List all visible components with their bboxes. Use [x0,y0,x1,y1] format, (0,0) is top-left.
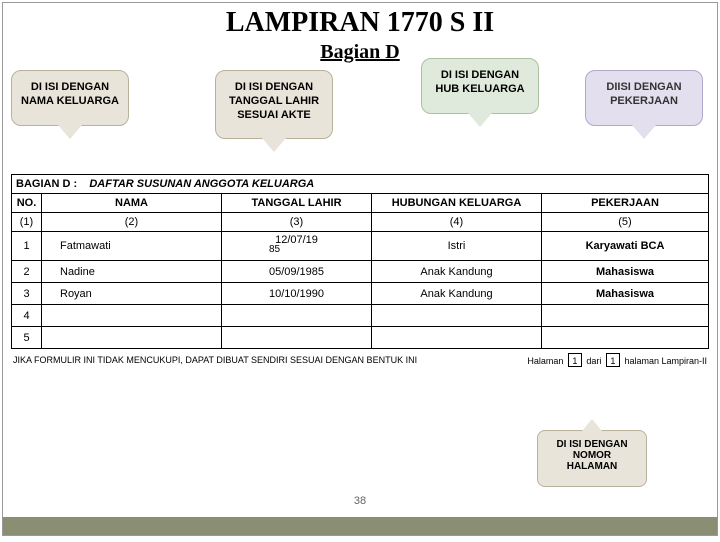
colnum-4: (4) [372,213,542,232]
row-hub: Anak Kandung [372,261,542,283]
row-tgl: 05/09/1985 [222,261,372,283]
th-no: NO. [12,194,42,213]
row-no: 1 [12,232,42,261]
row-nama: Nadine [42,261,222,283]
callout-tgl: DI ISI DENGAN TANGGAL LAHIR SESUAI AKTE [215,70,333,139]
callouts-row: DI ISI DENGAN NAMA KELUARGA DI ISI DENGA… [3,64,717,174]
th-pek: PEKERJAAN [542,194,709,213]
row-pek [542,305,709,327]
doc-title: LAMPIRAN 1770 S II [3,7,717,39]
row-no: 3 [12,283,42,305]
section-label: BAGIAN D : [16,178,77,190]
callout-hub: DI ISI DENGAN HUB KELUARGA [421,58,539,114]
row-hub: Anak Kandung [372,283,542,305]
footnote-text: JIKA FORMULIR INI TIDAK MENCUKUPI, DAPAT… [13,355,417,365]
row-nama: Royan [42,283,222,305]
th-tgl: TANGGAL LAHIR [222,194,372,213]
colnum-5: (5) [542,213,709,232]
row-no: 5 [12,327,42,349]
row-hub [372,305,542,327]
page-current: 1 [568,353,582,367]
center-page-number: 38 [354,495,366,507]
row-pek [542,327,709,349]
row-hub [372,327,542,349]
page-total: 1 [606,353,620,367]
row-hub: Istri [372,232,542,261]
row-no: 2 [12,261,42,283]
row-nama: Fatmawati [42,232,222,261]
pager: Halaman 1 dari 1 halaman Lampiran-II [527,353,707,367]
doc-subtitle: Bagian D [3,41,717,64]
section-title: DAFTAR SUSUNAN ANGGOTA KELUARGA [89,178,314,190]
colnum-1: (1) [12,213,42,232]
th-hub: HUBUNGAN KELUARGA [372,194,542,213]
row-tgl: 10/10/1990 [222,283,372,305]
row-nama [42,305,222,327]
callout-nama: DI ISI DENGAN NAMA KELUARGA [11,70,129,126]
callout-pek: DIISI DENGAN PEKERJAAN [585,70,703,126]
row-pek: Mahasiswa [542,261,709,283]
row-tgl: 12/07/19 85 [222,232,372,261]
row-nama [42,327,222,349]
row-pek: Karyawati BCA [542,232,709,261]
bottom-bar [3,517,717,535]
colnum-3: (3) [222,213,372,232]
th-nama: NAMA [42,194,222,213]
family-table: BAGIAN D : DAFTAR SUSUNAN ANGGOTA KELUAR… [11,174,709,349]
row-no: 4 [12,305,42,327]
colnum-2: (2) [42,213,222,232]
callout-page: DI ISI DENGAN NOMOR HALAMAN [537,430,647,487]
row-tgl [222,305,372,327]
row-tgl [222,327,372,349]
row-pek: Mahasiswa [542,283,709,305]
